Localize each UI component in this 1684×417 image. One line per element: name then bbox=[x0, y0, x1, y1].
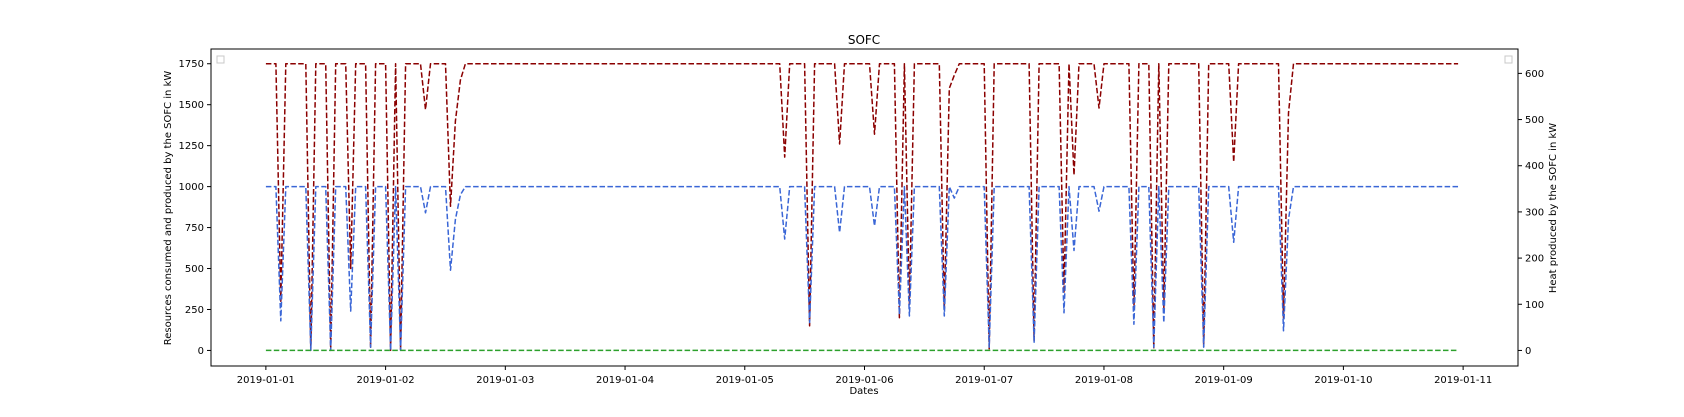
y-right-tick-label: 100 bbox=[1525, 300, 1544, 311]
x-tick-label: 2019-01-11 bbox=[1434, 375, 1492, 386]
y-right-tick-label: 0 bbox=[1525, 346, 1531, 357]
y-right-tick-label: 400 bbox=[1525, 161, 1544, 172]
y-right-tick-label: 500 bbox=[1525, 115, 1544, 126]
y-left-tick-label: 1750 bbox=[179, 59, 204, 70]
series-line-1 bbox=[265, 62, 1459, 352]
x-tick-label: 2019-01-02 bbox=[357, 375, 415, 386]
y-left-axis-ticks: 0 250 500 750 1000 1250 1500 1750 bbox=[179, 59, 211, 357]
y-left-tick-label: 500 bbox=[185, 264, 204, 275]
series-line-2 bbox=[265, 185, 1459, 352]
y-left-tick-label: 1000 bbox=[179, 182, 204, 193]
x-tick-label: 2019-01-07 bbox=[955, 375, 1013, 386]
y-left-tick-label: 750 bbox=[185, 223, 204, 234]
y-left-tick-label: 1500 bbox=[179, 100, 204, 111]
x-tick-label: 2019-01-04 bbox=[596, 375, 654, 386]
y-left-tick-label: 250 bbox=[185, 305, 204, 316]
series-layer bbox=[265, 62, 1459, 352]
plot-frame bbox=[210, 48, 1519, 367]
x-tick-label: 2019-01-01 bbox=[237, 375, 295, 386]
y-left-tick-label: 0 bbox=[198, 346, 204, 357]
x-tick-label: 2019-01-03 bbox=[476, 375, 534, 386]
legend-box-right bbox=[1504, 55, 1513, 64]
y-right-tick-label: 200 bbox=[1525, 254, 1544, 265]
y-left-axis-label: Resources consumed and produced by the S… bbox=[163, 71, 174, 346]
y-right-tick-label: 300 bbox=[1525, 207, 1544, 218]
x-tick-label: 2019-01-06 bbox=[835, 375, 893, 386]
x-axis-label: Dates bbox=[849, 386, 878, 397]
x-tick-label: 2019-01-05 bbox=[716, 375, 774, 386]
y-left-tick-label: 1250 bbox=[179, 141, 204, 152]
x-tick-label: 2019-01-10 bbox=[1314, 375, 1372, 386]
y-right-axis-label: Heat produced by the SOFC in kW bbox=[1548, 123, 1559, 293]
legend-box-left bbox=[216, 55, 225, 64]
y-right-axis-ticks: 0 100 200 300 400 500 600 bbox=[1518, 69, 1544, 357]
x-axis-ticks: 2019-01-01 2019-01-02 2019-01-03 2019-01-04… bbox=[237, 366, 1492, 386]
x-tick-label: 2019-01-09 bbox=[1195, 375, 1253, 386]
y-right-tick-label: 600 bbox=[1525, 69, 1544, 80]
chart-title: SOFC bbox=[848, 33, 880, 47]
x-tick-label: 2019-01-08 bbox=[1075, 375, 1133, 386]
